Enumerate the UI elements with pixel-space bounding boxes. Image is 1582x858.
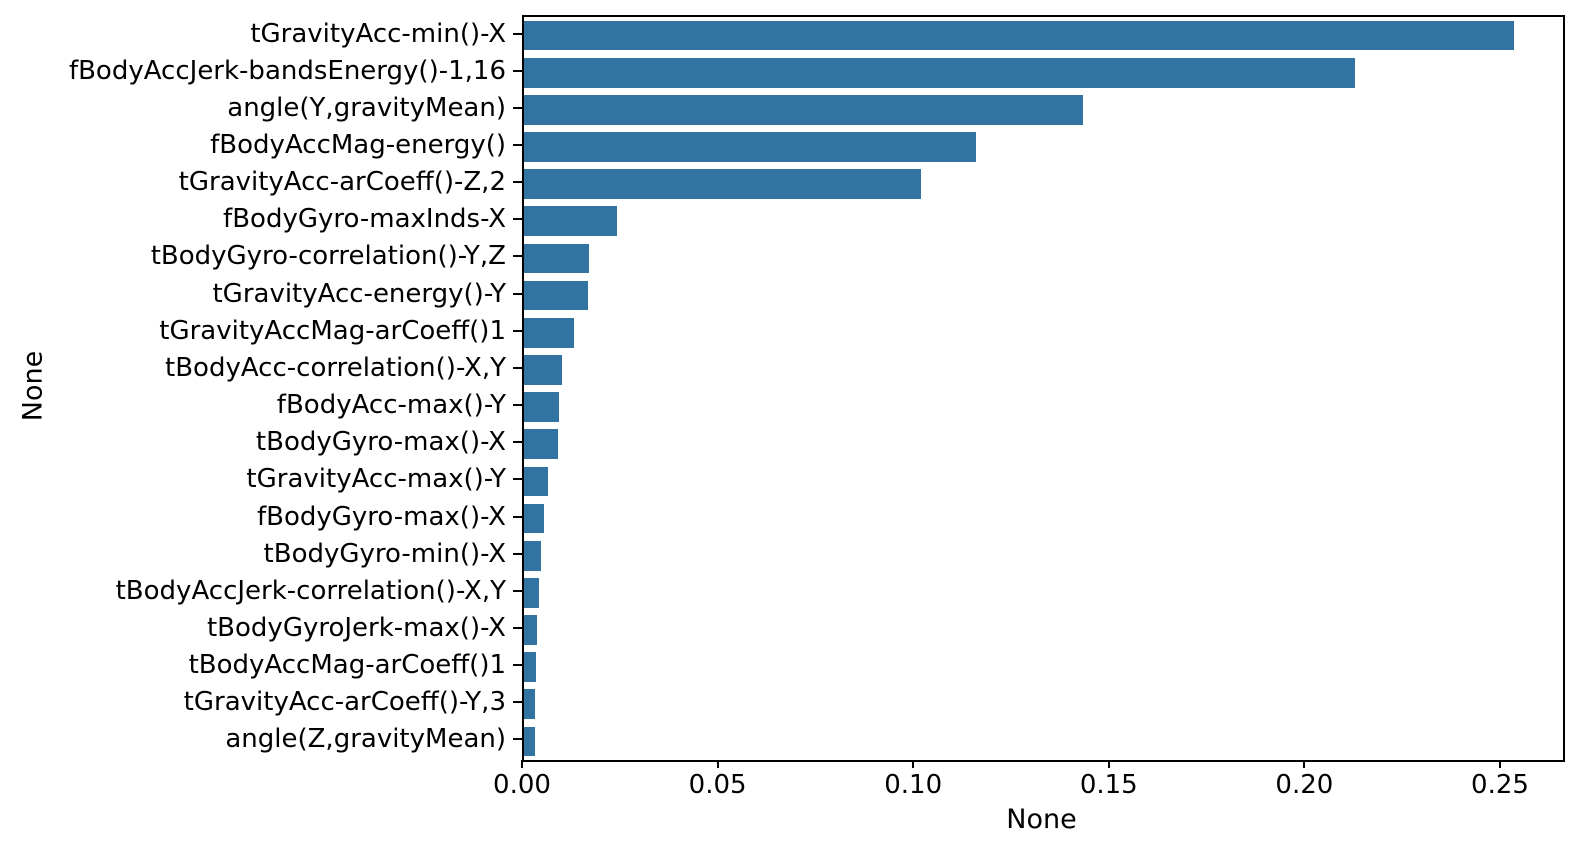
- bar: [524, 20, 1515, 51]
- bar: [524, 540, 542, 571]
- ytick-label: fBodyGyro-max()-X: [256, 501, 506, 532]
- ytick-label: tGravityAcc-energy()-Y: [212, 278, 506, 309]
- ytick-mark: [513, 32, 522, 35]
- bar: [524, 317, 575, 348]
- bar: [524, 577, 539, 608]
- ytick-label: tGravityAcc-arCoeff()-Y,3: [183, 687, 506, 718]
- xtick-mark: [1303, 760, 1306, 768]
- bar: [524, 355, 562, 385]
- plot-area: [522, 15, 1565, 762]
- bar: [524, 206, 617, 237]
- xtick-label: 0.00: [493, 770, 551, 800]
- ytick-label: tBodyAccJerk-correlation()-X,Y: [115, 575, 506, 606]
- bar: [524, 689, 536, 720]
- ytick-mark: [513, 106, 522, 109]
- ytick-label: tGravityAccMag-arCoeff()1: [159, 315, 506, 346]
- xtick-label: 0.15: [1079, 770, 1138, 800]
- xtick-label: 0.25: [1471, 770, 1529, 800]
- ytick-mark: [513, 701, 522, 704]
- bar: [524, 57, 1356, 88]
- ytick-label: tBodyGyro-correlation()-Y,Z: [150, 241, 506, 272]
- xtick-label: 0.20: [1275, 770, 1334, 800]
- ytick-mark: [513, 69, 522, 72]
- bar: [524, 132, 977, 162]
- ytick-mark: [513, 552, 522, 555]
- ytick-mark: [513, 478, 522, 481]
- ytick-label: fBodyAccMag-energy(): [210, 130, 506, 161]
- ytick-label: angle(Z,gravityMean): [225, 724, 506, 755]
- bar: [524, 503, 545, 534]
- ytick-mark: [513, 181, 522, 184]
- bar: [524, 466, 548, 497]
- ytick-mark: [513, 292, 522, 295]
- ytick-mark: [513, 738, 522, 741]
- ytick-label: tBodyAccMag-arCoeff()1: [188, 650, 506, 681]
- ytick-mark: [513, 664, 522, 667]
- xtick-mark: [716, 760, 719, 768]
- bar: [524, 243, 589, 274]
- ytick-label: tGravityAcc-max()-Y: [246, 464, 506, 495]
- bar: [524, 429, 558, 460]
- ytick-mark: [513, 144, 522, 147]
- ytick-label: angle(Y,gravityMean): [227, 92, 506, 123]
- bar: [524, 169, 922, 200]
- ytick-mark: [513, 404, 522, 407]
- ytick-mark: [513, 515, 522, 518]
- ytick-label: tGravityAcc-arCoeff()-Z,2: [178, 167, 506, 198]
- ytick-label: tBodyAcc-correlation()-X,Y: [165, 352, 506, 383]
- xtick-label: 0.10: [884, 770, 943, 800]
- ytick-label: tGravityAcc-min()-X: [250, 18, 506, 49]
- ytick-label: tBodyGyro-min()-X: [263, 538, 506, 569]
- ytick-label: tBodyGyro-max()-X: [255, 427, 506, 458]
- xtick-mark: [1107, 760, 1110, 768]
- ytick-label: fBodyAccJerk-bandsEnergy()-1,16: [68, 55, 506, 86]
- ytick-mark: [513, 329, 522, 332]
- xtick-label: 0.05: [688, 770, 747, 800]
- ytick-mark: [513, 626, 522, 629]
- ytick-label: fBodyGyro-maxInds-X: [223, 204, 506, 235]
- bar: [524, 652, 537, 682]
- ytick-label: tBodyGyroJerk-max()-X: [206, 612, 506, 643]
- ytick-mark: [513, 441, 522, 444]
- ytick-mark: [513, 366, 522, 369]
- bar: [524, 95, 1083, 125]
- xtick-mark: [521, 760, 523, 768]
- bar: [524, 726, 535, 757]
- ytick-mark: [513, 218, 522, 221]
- bar: [524, 280, 588, 311]
- bar: [524, 615, 538, 645]
- ytick-mark: [513, 589, 522, 592]
- bar: [524, 392, 559, 422]
- xtick-mark: [912, 760, 915, 768]
- ytick-mark: [513, 255, 522, 258]
- y-axis-label: None: [17, 350, 49, 422]
- ytick-label: fBodyAcc-max()-Y: [276, 390, 506, 421]
- xtick-mark: [1498, 760, 1501, 768]
- x-axis-label: None: [1006, 804, 1077, 835]
